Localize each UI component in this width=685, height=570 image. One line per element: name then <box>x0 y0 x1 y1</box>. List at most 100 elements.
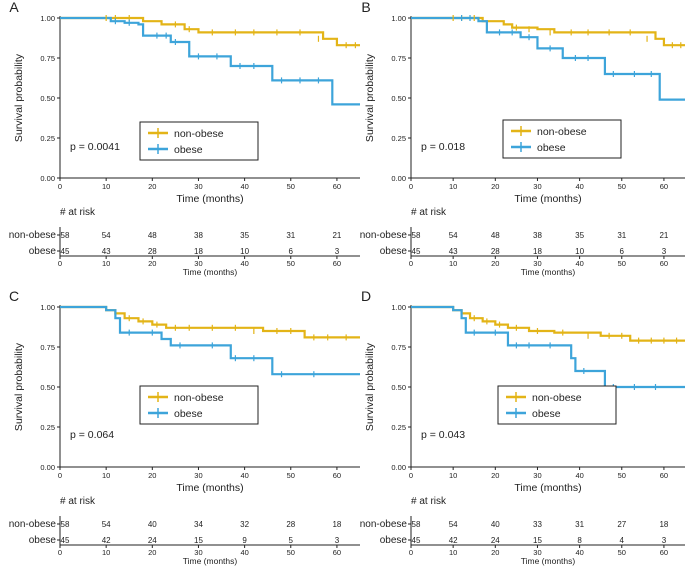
risk-table: # at risk non-obese 58 54 48 38 35 31 21 obese 45 4… <box>9 207 360 277</box>
y-tick-label: 0.75 <box>40 343 55 352</box>
km-curve-non-obese <box>411 16 685 47</box>
y-tick-label: 0.50 <box>40 383 55 392</box>
x-tick-label: 30 <box>194 471 202 480</box>
y-axis-label: Survival probability <box>364 53 376 142</box>
y-tick-label: 0.75 <box>391 343 406 352</box>
risk-x-tick-label: 40 <box>240 259 248 268</box>
y-tick-label: 1.00 <box>391 14 406 23</box>
x-tick-label: 50 <box>618 471 626 480</box>
x-tick-label: 0 <box>58 471 62 480</box>
risk-value: 21 <box>332 231 341 240</box>
risk-x-tick-label: 0 <box>409 548 413 557</box>
y-tick-label: 0.25 <box>40 423 55 432</box>
risk-x-tick-label: 20 <box>491 548 499 557</box>
km-curve-obese <box>411 16 685 101</box>
panel-letter: D <box>361 288 371 304</box>
risk-value: 18 <box>332 520 341 529</box>
panel-letter: B <box>361 0 370 15</box>
risk-value: 18 <box>194 247 203 256</box>
risk-value: 31 <box>617 231 626 240</box>
risk-value: 28 <box>491 247 500 256</box>
risk-row-label: obese <box>29 246 57 257</box>
risk-title: # at risk <box>60 207 96 218</box>
risk-value: 34 <box>194 520 203 529</box>
risk-value: 24 <box>148 536 157 545</box>
risk-value: 3 <box>335 247 340 256</box>
x-axis-label: Time (months) <box>176 193 243 205</box>
risk-value: 6 <box>620 247 625 256</box>
x-tick-label: 40 <box>575 182 583 191</box>
risk-title: # at risk <box>411 496 447 507</box>
risk-value: 54 <box>449 520 458 529</box>
y-tick-label: 0.50 <box>391 94 406 103</box>
risk-x-axis-label: Time (months) <box>183 556 238 566</box>
risk-value: 58 <box>61 520 70 529</box>
x-axis-label: Time (months) <box>514 482 581 494</box>
risk-value: 42 <box>102 536 111 545</box>
x-tick-label: 20 <box>491 471 499 480</box>
x-tick-label: 10 <box>449 471 457 480</box>
risk-x-tick-label: 20 <box>148 548 156 557</box>
risk-value: 18 <box>659 520 668 529</box>
risk-value: 6 <box>289 247 294 256</box>
risk-x-tick-label: 30 <box>194 548 202 557</box>
x-tick-label: 50 <box>618 182 626 191</box>
km-curve-non-obese <box>411 305 685 342</box>
risk-value: 27 <box>617 520 626 529</box>
risk-value: 32 <box>240 520 249 529</box>
legend-label: obese <box>537 142 566 154</box>
risk-value: 5 <box>289 536 294 545</box>
risk-value: 35 <box>575 231 584 240</box>
risk-value: 10 <box>240 247 249 256</box>
risk-value: 58 <box>412 520 421 529</box>
x-tick-label: 0 <box>58 182 62 191</box>
y-tick-label: 0.50 <box>40 94 55 103</box>
legend-label: non-obese <box>174 128 224 140</box>
x-tick-label: 50 <box>287 471 295 480</box>
x-tick-label: 20 <box>491 182 499 191</box>
legend: non-obese obese <box>139 385 259 425</box>
risk-row-label: non-obese <box>9 519 57 530</box>
risk-row-label: obese <box>29 535 57 546</box>
y-tick-label: 0.25 <box>391 423 406 432</box>
p-value: p = 0.064 <box>70 429 114 441</box>
x-tick-label: 60 <box>333 182 341 191</box>
x-axis-label: Time (months) <box>176 482 243 494</box>
risk-x-axis-label: Time (months) <box>521 267 576 277</box>
risk-value: 54 <box>102 520 111 529</box>
risk-table: # at risk non-obese 58 54 40 34 32 28 18 obese 45 4… <box>9 496 360 566</box>
x-tick-label: 0 <box>409 471 413 480</box>
y-tick-label: 0.75 <box>391 54 406 63</box>
y-axis-label: Survival probability <box>364 342 376 431</box>
x-tick-label: 10 <box>102 471 110 480</box>
risk-x-axis-label: Time (months) <box>521 556 576 566</box>
risk-value: 31 <box>286 231 295 240</box>
risk-row-label: non-obese <box>360 519 408 530</box>
risk-value: 9 <box>242 536 247 545</box>
x-tick-label: 60 <box>660 471 668 480</box>
risk-x-tick-label: 40 <box>240 548 248 557</box>
risk-value: 45 <box>412 536 421 545</box>
risk-value: 38 <box>533 231 542 240</box>
y-tick-label: 0.00 <box>391 174 406 183</box>
risk-x-tick-label: 60 <box>660 548 668 557</box>
risk-value: 40 <box>148 520 157 529</box>
x-tick-label: 30 <box>533 471 541 480</box>
risk-x-tick-label: 50 <box>287 548 295 557</box>
risk-x-tick-label: 10 <box>102 548 110 557</box>
legend-label: non-obese <box>532 392 582 404</box>
risk-value: 8 <box>577 536 582 545</box>
legend-box <box>497 385 617 425</box>
x-tick-label: 30 <box>194 182 202 191</box>
x-tick-label: 40 <box>240 471 248 480</box>
x-tick-label: 40 <box>240 182 248 191</box>
x-tick-label: 30 <box>533 182 541 191</box>
y-tick-label: 1.00 <box>391 303 406 312</box>
risk-row-label: non-obese <box>9 230 57 241</box>
legend-box <box>139 385 259 425</box>
legend-label: obese <box>532 408 561 420</box>
